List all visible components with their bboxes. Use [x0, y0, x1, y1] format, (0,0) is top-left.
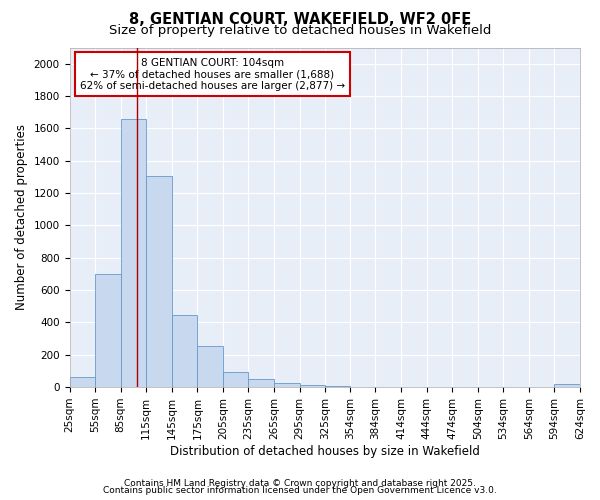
Bar — [248, 379, 274, 387]
Text: Contains public sector information licensed under the Open Government Licence v3: Contains public sector information licen… — [103, 486, 497, 495]
Text: 8, GENTIAN COURT, WAKEFIELD, WF2 0FE: 8, GENTIAN COURT, WAKEFIELD, WF2 0FE — [129, 12, 471, 28]
Text: 8 GENTIAN COURT: 104sqm
← 37% of detached houses are smaller (1,688)
62% of semi: 8 GENTIAN COURT: 104sqm ← 37% of detache… — [80, 58, 345, 91]
Bar — [554, 384, 580, 387]
Bar — [121, 118, 146, 387]
Bar — [70, 376, 95, 387]
Bar — [223, 372, 248, 387]
X-axis label: Distribution of detached houses by size in Wakefield: Distribution of detached houses by size … — [170, 444, 480, 458]
Text: Size of property relative to detached houses in Wakefield: Size of property relative to detached ho… — [109, 24, 491, 37]
Bar — [325, 386, 350, 387]
Y-axis label: Number of detached properties: Number of detached properties — [15, 124, 28, 310]
Bar — [95, 274, 121, 387]
Bar — [299, 386, 325, 387]
Text: Contains HM Land Registry data © Crown copyright and database right 2025.: Contains HM Land Registry data © Crown c… — [124, 478, 476, 488]
Bar — [146, 176, 172, 387]
Bar — [197, 346, 223, 387]
Bar — [274, 383, 299, 387]
Bar — [172, 315, 197, 387]
